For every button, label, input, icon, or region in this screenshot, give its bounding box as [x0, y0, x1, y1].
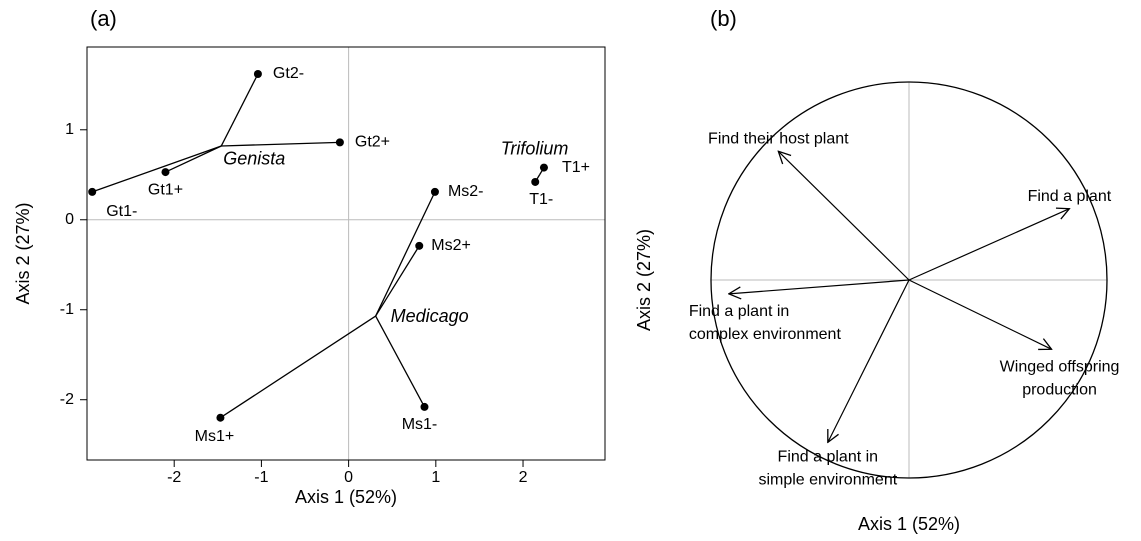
arrow [908, 279, 1052, 349]
x-tick-label: 1 [431, 469, 440, 486]
arrow-label: Find a plant in [778, 449, 879, 466]
y-tick-label: -1 [60, 301, 74, 318]
link [375, 315, 426, 408]
arrow-label: complex environment [689, 326, 842, 343]
point [335, 138, 344, 147]
x-tick-label: 0 [344, 469, 353, 486]
plot-frame [86, 46, 606, 461]
point-label: Gt2+ [355, 134, 390, 151]
point [539, 163, 548, 172]
y-tick-label: 0 [65, 211, 74, 228]
point-label: Gt2- [273, 65, 304, 82]
arrow-label: Find a plant [1028, 188, 1112, 205]
point-label: Gt1+ [148, 181, 183, 198]
arrow [828, 279, 910, 442]
point [531, 177, 540, 186]
arrow-label: Find their host plant [708, 131, 849, 148]
point [88, 187, 97, 196]
arrow [908, 209, 1069, 281]
point-label: Ms1- [402, 416, 438, 433]
point [216, 413, 225, 422]
correlation-circle [710, 81, 1108, 479]
link [92, 145, 222, 193]
x-tick-label: 2 [519, 469, 528, 486]
x-tick-label: -2 [167, 469, 181, 486]
point-label: Gt1- [106, 203, 137, 220]
arrow [778, 151, 910, 281]
y-tick-label: 1 [65, 121, 74, 138]
arrow-label: production [1022, 382, 1097, 399]
point [420, 402, 429, 411]
point-label: Ms2+ [431, 237, 471, 254]
point [430, 187, 439, 196]
y-tick-label: -2 [60, 391, 74, 408]
arrow-label: Find a plant in [689, 303, 790, 320]
link [375, 245, 420, 317]
group-label: Trifolium [501, 139, 569, 159]
link [165, 145, 222, 173]
point-label: Ms1+ [195, 428, 235, 445]
group-label: Genista [223, 149, 285, 169]
link [221, 141, 340, 147]
point [415, 241, 424, 250]
y-axis-label: Axis 2 (27%) [634, 229, 654, 331]
point-label: T1+ [562, 159, 590, 176]
panel-tag: (a) [90, 6, 117, 31]
y-axis-label: Axis 2 (27%) [13, 202, 33, 304]
arrow-label: Winged offspring [1000, 359, 1120, 376]
x-axis-label: Axis 1 (52%) [295, 487, 397, 507]
arrow [729, 279, 910, 294]
point [253, 69, 262, 78]
link [375, 191, 436, 317]
link [220, 315, 377, 419]
x-tick-label: -1 [254, 469, 268, 486]
group-label: Medicago [391, 306, 469, 326]
panel-tag: (b) [710, 6, 737, 31]
point-label: T1- [529, 191, 553, 208]
x-axis-label: Axis 1 (52%) [858, 514, 960, 534]
point-label: Ms2- [448, 183, 484, 200]
link [220, 73, 259, 147]
point [161, 168, 170, 177]
arrow-label: simple environment [758, 472, 897, 489]
